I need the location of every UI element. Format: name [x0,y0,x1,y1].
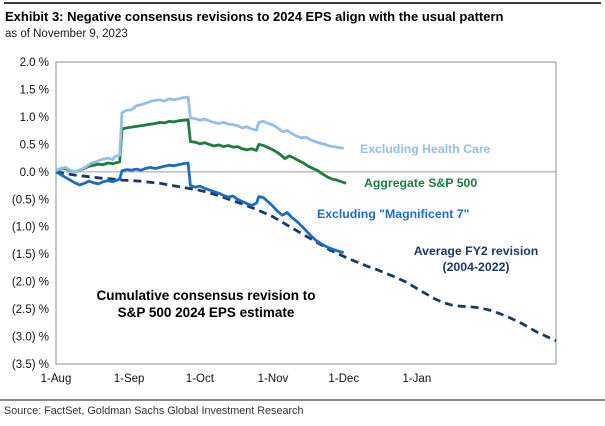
chart-annotation: Cumulative consensus revision to S&P 500… [72,288,340,321]
x-axis-tick-label: 1-Oct [186,373,215,385]
series-excluding-health-care [55,95,344,174]
x-axis-tick-label: 1-Aug [41,373,72,385]
exhibit-title: Exhibit 3: Negative consensus revisions … [5,9,504,24]
legend-average-fy2-revision: Average FY2 revision (2004-2022) [397,243,555,275]
series-excluding-magnificent-7 [55,161,345,254]
y-axis-tick-label: (2.5) % [12,304,49,316]
series-average-fy2-revision-2004-2022 [55,170,557,343]
y-axis-tick-label: 0.0 % [20,167,49,179]
legend-excluding-magnificent-7: Excluding "Magnificent 7" [317,207,470,221]
x-axis-tick-label: 1-Dec [328,373,359,385]
x-axis-tick-label: 1-Jan [402,373,431,385]
y-axis-tick-label: 1.5 % [20,84,49,96]
legend-average-fy2-line2: (2004-2022) [442,260,510,274]
y-axis-tick-label: (3.5) % [12,359,49,371]
y-axis-tick-label: (1.0) % [12,222,49,234]
y-axis-tick-label: (0.5) % [12,194,49,206]
y-axis-tick-label: 1.0 % [20,112,49,124]
y-axis-tick-label: (1.5) % [12,249,49,261]
y-axis-tick-label: 0.5 % [20,139,49,151]
y-axis-tick-label: (2.0) % [12,277,49,289]
as-of-date: as of November 9, 2023 [5,28,128,40]
top-divider [4,2,601,4]
y-axis-tick-label: 2.0 % [20,57,49,69]
bottom-divider [0,399,605,401]
x-axis-tick-label: 1-Sep [114,373,145,385]
plot-border [55,61,557,365]
legend-aggregate-sp500: Aggregate S&P 500 [364,176,478,190]
chart-svg: 2.0 % 1.5 % 1.0 % 0.5 % 0.0 % (0.5) % (1.0) % (… [12,57,557,385]
legend-average-fy2-line1: Average FY2 revision [413,244,539,258]
legend-excluding-health-care: Excluding Health Care [360,142,491,156]
annotation-line2: S&P 500 2024 EPS estimate [117,304,295,320]
y-axis-tick-label: (3.0) % [12,332,49,344]
series-aggregate-s-p-500 [55,118,347,185]
annotation-line1: Cumulative consensus revision to [96,288,316,303]
x-axis-tick-label: 1-Nov [258,373,289,385]
source-note: Source: FactSet, Goldman Sachs Global In… [4,405,304,417]
